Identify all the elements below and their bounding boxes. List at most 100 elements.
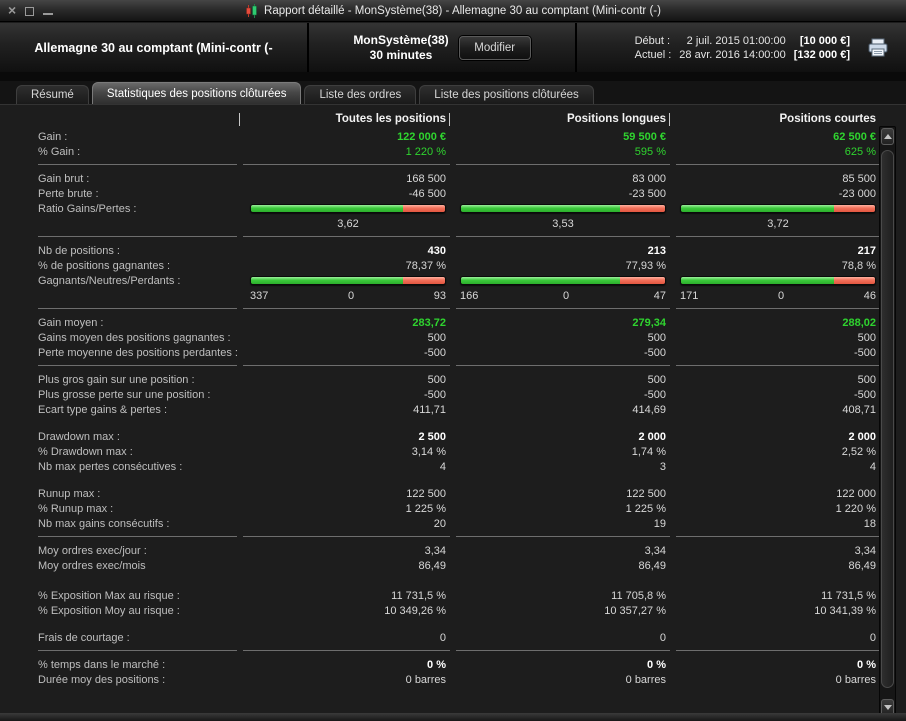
cell-value: 1 225 %: [625, 502, 666, 515]
table-row: Moy ordres exec/mois 86,49 86,49 86,49: [38, 558, 880, 573]
cell-value: 3,34: [424, 544, 446, 557]
row-label: % temps dans le marché :: [38, 658, 166, 671]
cell-value: 77,93 %: [625, 259, 666, 272]
row-label: Nb max pertes consécutives :: [38, 460, 183, 473]
cell-value: -500: [853, 346, 876, 359]
cell-value: 0 barres: [625, 673, 666, 686]
cell-value: 1,74 %: [631, 445, 666, 458]
modify-button[interactable]: Modifier: [458, 35, 531, 60]
bar-red-segment: [833, 205, 875, 212]
cell-value: 78,37 %: [405, 259, 446, 272]
cell-value: 0 barres: [405, 673, 446, 686]
scrollbar-thumb[interactable]: [881, 150, 894, 688]
table-section: Drawdown max :2 500 2 000 2 000% Drawdown …: [38, 429, 880, 474]
cell-value: 213: [647, 244, 666, 257]
table-row: Durée moy des positions : 0 barres 0 barre…: [38, 672, 880, 687]
cell-value: 0 %: [427, 658, 446, 671]
table-header-row: Toutes les positions Positions longues Pos…: [38, 105, 880, 129]
breakdown-value: 46: [863, 289, 876, 302]
cell-value: 85 500: [842, 172, 876, 185]
bar-red-segment: [619, 205, 665, 212]
date-capital-block: Début : 2 juil. 2015 01:00:00 [10 000 €]…: [635, 35, 850, 61]
bar-red-segment: [619, 277, 665, 284]
current-capital: [132 000 €]: [793, 48, 850, 61]
cell-value: 4: [869, 460, 876, 473]
cell-value: 1 220 %: [835, 502, 876, 515]
window-title: Rapport détaillé - MonSystème(38) - Alle…: [264, 4, 661, 17]
table-section: Gain : 122 000 € 59 500 € 62 500 € % Gain : 1…: [38, 129, 880, 159]
table-row: Nb max gains consécutifs : 20 19 18: [38, 516, 880, 531]
cell-value: 3,14 %: [411, 445, 446, 458]
cell-value: 500: [427, 373, 446, 386]
tab-label: Liste des positions clôturées: [434, 89, 579, 101]
arrow-up-icon: [883, 134, 892, 139]
system-timeframe: 30 minutes: [369, 47, 433, 62]
cell-value: 86,49: [638, 559, 666, 572]
breakdown-value: 0: [777, 289, 785, 302]
tab-liste-des-ordres[interactable]: Liste des ordres: [304, 85, 417, 104]
cell-value: 3,34: [854, 544, 876, 557]
table-section: Gain moyen :283,72 279,34 288,02 Gains moye…: [38, 315, 880, 360]
section-divider: [38, 536, 880, 537]
scroll-down-button[interactable]: [881, 699, 894, 716]
row-label: Nb de positions :: [38, 244, 120, 257]
tab-statistiques-des-positions-cl-tur-es[interactable]: Statistiques des positions clôturées: [91, 82, 302, 104]
tab-liste-des-positions-cl-tur-es[interactable]: Liste des positions clôturées: [419, 85, 594, 104]
table-row: Nb de positions : 430 213 217: [38, 243, 880, 258]
bar-breakdown-values: 171 0 46: [670, 290, 880, 302]
column-header: Positions longues: [450, 112, 670, 127]
cell-value: 430: [427, 244, 446, 257]
minimize-icon[interactable]: [43, 12, 54, 16]
row-label: % Exposition Moy au risque :: [38, 604, 180, 617]
bar-green-segment: [461, 277, 620, 284]
scroll-up-button[interactable]: [881, 128, 894, 145]
row-label: Runup max :: [38, 487, 101, 500]
cell-value: 86,49: [848, 559, 876, 572]
cell-value: 4: [439, 460, 446, 473]
table-section: Frais de courtage : 0 0 0: [38, 630, 880, 645]
table-row: Gains moyen des positions gagnantes : 500…: [38, 330, 880, 345]
row-label: Perte brute :: [38, 187, 99, 200]
maximize-icon[interactable]: [25, 6, 35, 16]
cell-value: 20: [433, 517, 446, 530]
cell-value: 500: [647, 373, 666, 386]
cell-value: 62 500 €: [833, 130, 876, 143]
arrow-down-icon: [883, 705, 892, 710]
cell-value: 122 500: [626, 487, 666, 500]
cell-value: 2 500: [418, 430, 446, 443]
close-icon[interactable]: ×: [8, 2, 17, 18]
column-header: Positions courtes: [779, 112, 877, 125]
row-label: Drawdown max :: [38, 430, 120, 443]
print-icon[interactable]: [866, 38, 890, 58]
cell-value: 168 500: [406, 172, 446, 185]
breakdown-value: 47: [653, 289, 666, 302]
cell-value: 11 731,5 %: [821, 589, 876, 602]
bar-breakdown-values: 337 0 93: [240, 290, 450, 302]
tab-label: Statistiques des positions clôturées: [106, 87, 287, 100]
table-row: % Gain : 1 220 % 595 % 625 %: [38, 144, 880, 159]
system-info: MonSystème(38) 30 minutes: [353, 33, 448, 63]
cell-value: -46 500: [408, 187, 446, 200]
cell-value: -500: [423, 388, 446, 401]
cell-value: 2,52 %: [841, 445, 876, 458]
cell-value: 0: [659, 631, 666, 644]
cell-value: 288,02: [842, 316, 876, 329]
gain-loss-bar: [250, 276, 446, 285]
candlestick-icon: [246, 3, 257, 18]
cell-value: -500: [853, 388, 876, 401]
gain-loss-bar: [680, 276, 876, 285]
capital-panel: Début : 2 juil. 2015 01:00:00 [10 000 €]…: [577, 23, 906, 72]
section-divider: [38, 308, 880, 309]
cell-value: 19: [653, 517, 666, 530]
tab-r-sum-[interactable]: Résumé: [16, 85, 89, 104]
bar-green-segment: [251, 205, 403, 212]
section-divider: [38, 650, 880, 651]
statistics-table: Toutes les positions Positions longues Pos…: [0, 104, 906, 713]
table-row: % de positions gagnantes : 78,37 % 77,93 %…: [38, 258, 880, 273]
window-bottom-edge: [0, 713, 906, 721]
vertical-scrollbar[interactable]: [879, 126, 896, 718]
row-label: Gain :: [38, 130, 68, 143]
section-divider: [38, 236, 880, 237]
table-section: % temps dans le marché :0 % 0 % 0 % Durée m…: [38, 657, 880, 687]
